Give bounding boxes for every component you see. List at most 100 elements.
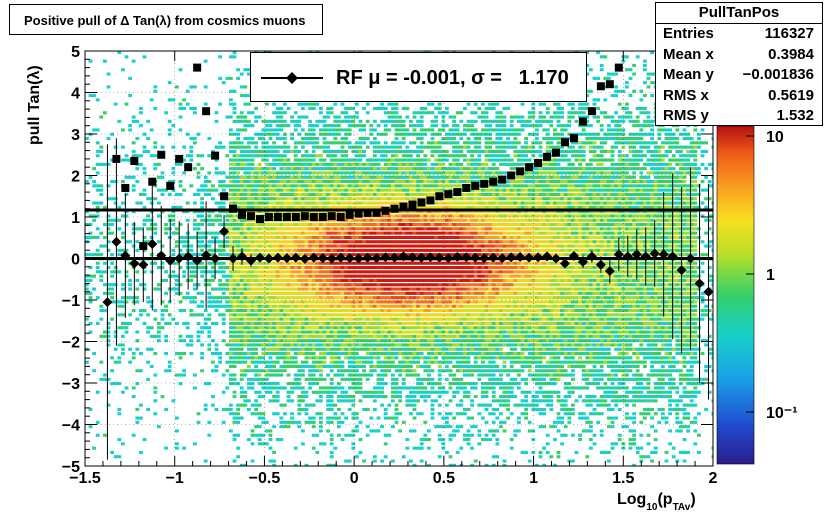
- heat-cell: [369, 296, 373, 299]
- heat-cell: [247, 184, 251, 187]
- heat-cell: [319, 266, 323, 269]
- heat-cell: [416, 120, 420, 123]
- heat-cell: [434, 262, 438, 265]
- heat-cell: [110, 288, 114, 291]
- heat-cell: [355, 202, 359, 205]
- heat-cell: [247, 356, 251, 359]
- heat-cell: [409, 232, 413, 235]
- heat-cell: [344, 326, 348, 329]
- heat-cell: [420, 305, 424, 308]
- heat-cell: [164, 227, 168, 230]
- heat-cell: [441, 159, 445, 162]
- heat-cell: [373, 429, 377, 432]
- heat-cell: [384, 313, 388, 316]
- heat-cell: [297, 227, 301, 230]
- heat-cell: [431, 313, 435, 316]
- heat-cell: [359, 245, 363, 248]
- heat-cell: [326, 279, 330, 282]
- heat-cell: [387, 283, 391, 286]
- heat-cell: [416, 348, 420, 351]
- heat-cell: [236, 339, 240, 342]
- heat-cell: [229, 180, 233, 183]
- heat-cell: [373, 150, 377, 153]
- heat-cell: [258, 326, 262, 329]
- heat-cell: [276, 292, 280, 295]
- heat-cell: [96, 227, 100, 230]
- heat-cell: [348, 206, 352, 209]
- heat-cell: [438, 348, 442, 351]
- heat-cell: [315, 283, 319, 286]
- heat-cell: [308, 262, 312, 265]
- heat-cell: [287, 288, 291, 291]
- heat-cell: [153, 386, 157, 389]
- heat-cell: [369, 266, 373, 269]
- heat-cell: [117, 313, 121, 316]
- heat-cell: [254, 300, 258, 303]
- heat-cell: [171, 232, 175, 235]
- heat-cell: [319, 412, 323, 415]
- heat-cell: [384, 236, 388, 239]
- heat-cell: [384, 245, 388, 248]
- heat-cell: [182, 275, 186, 278]
- heat-cell: [301, 206, 305, 209]
- heat-cell: [384, 335, 388, 338]
- heat-cell: [391, 227, 395, 230]
- heat-cell: [243, 356, 247, 359]
- heat-cell: [143, 150, 147, 153]
- heat-cell: [441, 116, 445, 119]
- heat-cell: [326, 296, 330, 299]
- heat-cell: [276, 159, 280, 162]
- heat-cell: [344, 249, 348, 252]
- heat-cell: [218, 249, 222, 252]
- heat-cell: [344, 343, 348, 346]
- heat-cell: [157, 240, 161, 243]
- heat-cell: [409, 292, 413, 295]
- heat-cell: [269, 202, 273, 205]
- heat-cell: [215, 305, 219, 308]
- heat-cell: [380, 146, 384, 149]
- heat-cell: [225, 386, 229, 389]
- heat-cell: [211, 322, 215, 325]
- heat-cell: [377, 296, 381, 299]
- heat-cell: [319, 292, 323, 295]
- heat-cell: [398, 361, 402, 364]
- heat-cell: [384, 120, 388, 123]
- heat-cell: [233, 236, 237, 239]
- heat-cell: [333, 202, 337, 205]
- heat-cell: [110, 318, 114, 321]
- heat-cell: [225, 275, 229, 278]
- heat-cell: [276, 275, 280, 278]
- heat-cell: [269, 245, 273, 248]
- heat-cell: [243, 292, 247, 295]
- heat-cell: [193, 270, 197, 273]
- heat-cell: [344, 150, 348, 153]
- heat-cell: [366, 434, 370, 437]
- heat-cell: [114, 455, 118, 458]
- heat-cell: [413, 163, 417, 166]
- heat-cell: [182, 240, 186, 243]
- heat-cell: [114, 331, 118, 334]
- heat-cell: [341, 365, 345, 368]
- heat-cell: [229, 77, 233, 80]
- heat-cell: [99, 305, 103, 308]
- heat-cell: [265, 331, 269, 334]
- heat-cell: [315, 434, 319, 437]
- heat-cell: [229, 275, 233, 278]
- heat-cell: [405, 180, 409, 183]
- heat-cell: [240, 245, 244, 248]
- heat-cell: [258, 223, 262, 226]
- heat-cell: [247, 399, 251, 402]
- heat-cell: [355, 275, 359, 278]
- heat-cell: [330, 202, 334, 205]
- heat-cell: [427, 236, 431, 239]
- heat-cell: [333, 279, 337, 282]
- heat-cell: [103, 236, 107, 239]
- heat-cell: [416, 180, 420, 183]
- heat-cell: [85, 236, 89, 239]
- heat-cell: [243, 227, 247, 230]
- heat-cell: [233, 318, 237, 321]
- heat-cell: [89, 300, 93, 303]
- heat-cell: [258, 266, 262, 269]
- heat-cell: [233, 322, 237, 325]
- heat-cell: [323, 146, 327, 149]
